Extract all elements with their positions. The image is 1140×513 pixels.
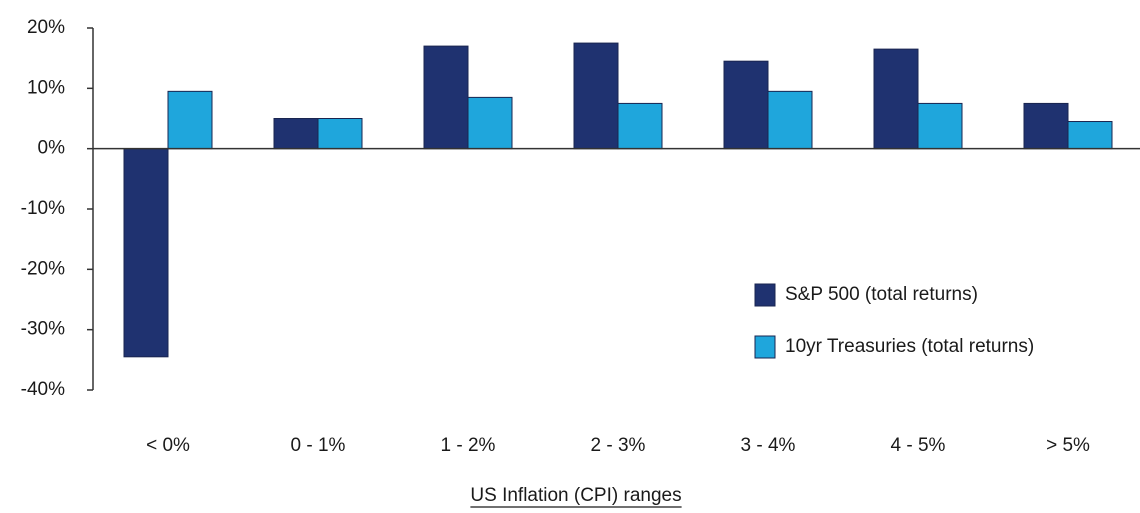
- y-tick-label: -40%: [21, 379, 65, 400]
- x-tick-label: < 0%: [146, 435, 190, 456]
- x-axis-title: US Inflation (CPI) ranges: [470, 485, 681, 506]
- x-tick-label: 2 - 3%: [591, 435, 646, 456]
- y-tick-label: 0%: [38, 138, 66, 159]
- bar: [273, 118, 319, 150]
- y-tick-label: -30%: [21, 319, 65, 340]
- legend-swatch: [754, 335, 776, 359]
- y-tick-label: 10%: [27, 77, 65, 98]
- bar: [467, 96, 513, 150]
- bar: [917, 102, 963, 150]
- bar: [723, 60, 769, 150]
- x-tick-label: 3 - 4%: [741, 435, 796, 456]
- legend-swatch: [754, 283, 776, 307]
- legend-label: 10yr Treasuries (total returns): [785, 336, 1034, 357]
- bar: [317, 118, 363, 150]
- legend-label: S&P 500 (total returns): [785, 284, 978, 305]
- bar: [873, 48, 919, 150]
- bar: [617, 102, 663, 150]
- bar: [1023, 102, 1069, 150]
- bar: [1067, 121, 1113, 150]
- bar: [767, 90, 813, 150]
- y-tick-label: -20%: [21, 258, 65, 279]
- x-tick-label: 1 - 2%: [441, 435, 496, 456]
- y-tick-label: 20%: [27, 17, 65, 38]
- bar: [167, 90, 213, 150]
- x-tick-label: 0 - 1%: [291, 435, 346, 456]
- x-tick-label: 4 - 5%: [891, 435, 946, 456]
- x-tick-label: > 5%: [1046, 435, 1090, 456]
- bar: [573, 42, 619, 150]
- bar: [123, 148, 169, 358]
- bar: [423, 45, 469, 150]
- y-tick-label: -10%: [21, 198, 65, 219]
